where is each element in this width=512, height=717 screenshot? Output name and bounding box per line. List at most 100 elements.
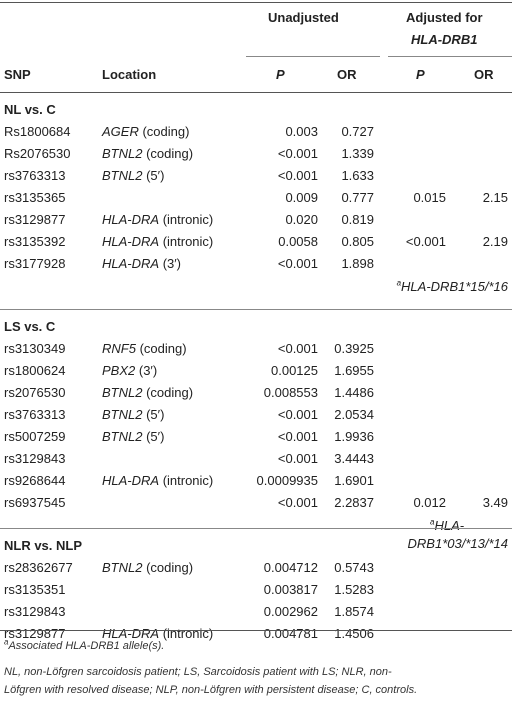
odds-ratio: 0.777 <box>341 190 374 205</box>
location: AGER (coding) <box>102 124 189 140</box>
location-region: (coding) <box>142 385 194 400</box>
odds-ratio: 0.3925 <box>334 341 374 356</box>
group-divider <box>0 309 512 310</box>
group-title: NL vs. C <box>4 102 56 117</box>
location: BTNL2 (5′) <box>102 407 164 423</box>
snp-id: rs3763313 <box>4 407 66 422</box>
snp-id: rs3129877 <box>4 626 66 641</box>
location: BTNL2 (5′) <box>102 429 164 445</box>
allele-note-line2: DRB1*03/*13/*14 <box>407 536 508 551</box>
gene-name: HLA-DRA <box>102 256 160 271</box>
odds-ratio: 1.6901 <box>334 473 374 488</box>
col-header-or-adjusted: OR <box>474 67 494 82</box>
snp-id: rs9268644 <box>4 473 66 488</box>
footnote-abbrev-line1: NL, non-Löfgren sarcoidosis patient; LS,… <box>4 666 392 678</box>
p-value: 0.003 <box>285 124 318 139</box>
header-adjusted-line1: Adjusted for <box>406 10 483 25</box>
gene-name: PBX2 <box>102 363 136 378</box>
location-region: (coding) <box>142 146 194 161</box>
location-region: (intronic) <box>159 473 214 488</box>
col-header-location: Location <box>102 67 157 82</box>
odds-ratio: 3.4443 <box>334 451 374 466</box>
gene-name: BTNL2 <box>102 560 143 575</box>
header-unadjusted-underline <box>246 56 380 57</box>
snp-id: rs28362677 <box>4 560 73 575</box>
odds-ratio-adjusted: 2.15 <box>482 190 508 205</box>
location: HLA-DRA (intronic) <box>102 234 213 250</box>
location-region: (5′) <box>142 168 165 183</box>
p-value: <0.001 <box>277 429 318 444</box>
location: BTNL2 (5′) <box>102 168 164 184</box>
odds-ratio-adjusted: 3.49 <box>482 495 508 510</box>
odds-ratio: 0.805 <box>341 234 374 249</box>
p-value: <0.001 <box>277 495 318 510</box>
odds-ratio: 1.633 <box>341 168 374 183</box>
allele-note-text: HLA- <box>434 518 465 533</box>
p-value: <0.001 <box>277 146 318 161</box>
location-region: (3′) <box>159 256 182 271</box>
footnote-abbrev-line2: Löfgren with resolved disease; NLP, non-… <box>4 684 418 696</box>
location: HLA-DRA (intronic) <box>102 212 213 228</box>
footnote-mark: a <box>4 637 9 647</box>
location: HLA-DRA (intronic) <box>102 626 213 642</box>
odds-ratio: 1.4486 <box>334 385 374 400</box>
p-value: 0.0058 <box>278 234 318 249</box>
snp-id: rs3135351 <box>4 582 66 597</box>
group-title: LS vs. C <box>4 319 56 334</box>
p-value-adjusted: 0.012 <box>413 495 446 510</box>
group-divider <box>0 528 512 529</box>
location: HLA-DRA (3′) <box>102 256 181 272</box>
header-unadjusted: Unadjusted <box>268 10 339 25</box>
snp-id: rs3129843 <box>4 604 66 619</box>
p-value: 0.009 <box>285 190 318 205</box>
col-header-p-adjusted: P <box>416 67 425 82</box>
snp-id: rs5007259 <box>4 429 66 444</box>
header-bottom-rule <box>0 92 512 93</box>
header-adjusted-line2: HLA-DRB1 <box>411 32 478 47</box>
location: BTNL2 (coding) <box>102 560 193 576</box>
allele-note-mark: a <box>396 278 402 288</box>
odds-ratio-adjusted: 2.19 <box>482 234 508 249</box>
location-region: (3′) <box>135 363 158 378</box>
snp-id: rs3129877 <box>4 212 66 227</box>
odds-ratio: 1.9936 <box>334 429 374 444</box>
group-title: NLR vs. NLP <box>4 538 83 553</box>
p-value: <0.001 <box>277 451 318 466</box>
p-value: 0.00125 <box>271 363 318 378</box>
odds-ratio: 1.4506 <box>334 626 374 641</box>
snp-id: rs2076530 <box>4 385 66 400</box>
p-value: 0.004712 <box>263 560 318 575</box>
p-value: <0.001 <box>277 256 318 271</box>
allele-note: aHLA-DRB1*15/*16 <box>397 279 508 295</box>
p-value: <0.001 <box>277 407 318 422</box>
gene-name: HLA-DRA <box>102 234 160 249</box>
odds-ratio: 1.5283 <box>334 582 374 597</box>
odds-ratio: 1.6955 <box>334 363 374 378</box>
odds-ratio: 0.819 <box>341 212 374 227</box>
p-value: 0.0009935 <box>256 473 318 488</box>
allele-note-line1: aHLA- <box>430 518 464 534</box>
odds-ratio: 2.0534 <box>334 407 374 422</box>
odds-ratio: 0.5743 <box>334 560 374 575</box>
gene-name: AGER <box>102 124 139 139</box>
p-value: <0.001 <box>277 168 318 183</box>
odds-ratio: 1.339 <box>341 146 374 161</box>
gene-name: BTNL2 <box>102 429 143 444</box>
gene-name: BTNL2 <box>102 168 143 183</box>
p-value: 0.004781 <box>263 626 318 641</box>
odds-ratio: 0.727 <box>341 124 374 139</box>
p-value: 0.008553 <box>263 385 318 400</box>
snp-id: rs3129843 <box>4 451 66 466</box>
gene-name: BTNL2 <box>102 385 143 400</box>
p-value: <0.001 <box>277 341 318 356</box>
footnote-allele-text: Associated HLA-DRB1 allele(s). <box>8 640 165 652</box>
gene-name: BTNL2 <box>102 146 143 161</box>
gene-name: HLA-DRA <box>102 473 160 488</box>
gene-name: HLA-DRA <box>102 212 160 227</box>
location-region: (5′) <box>142 429 165 444</box>
snp-id: rs3135392 <box>4 234 66 249</box>
col-header-p: P <box>276 67 285 82</box>
location-region: (5′) <box>142 407 165 422</box>
footnote-allele: aAssociated HLA-DRB1 allele(s). <box>4 637 508 655</box>
snp-id: Rs2076530 <box>4 146 71 161</box>
